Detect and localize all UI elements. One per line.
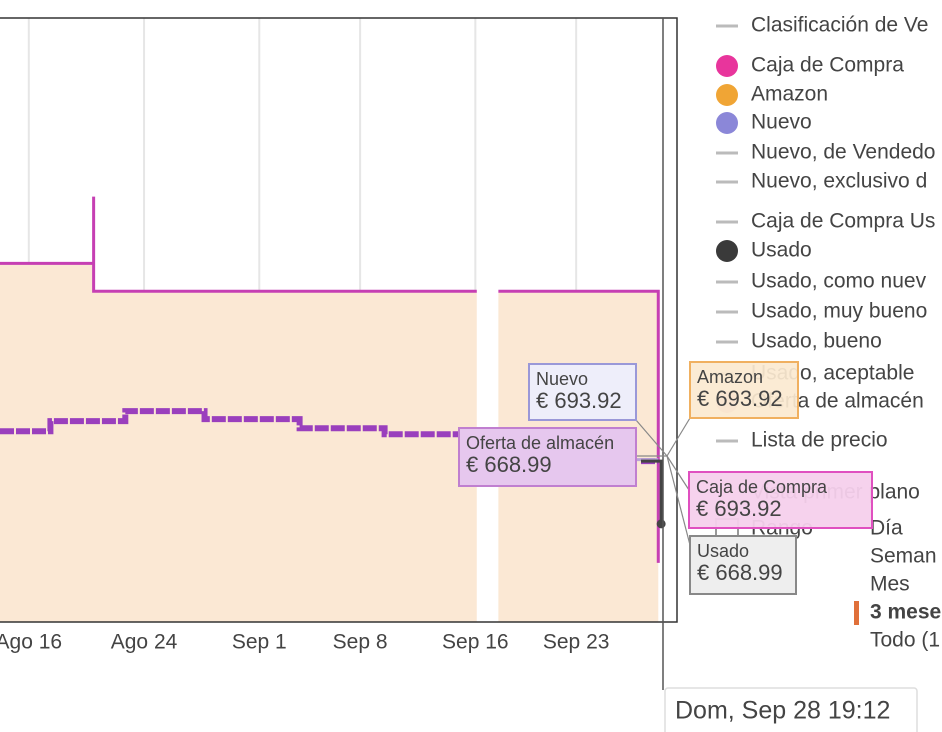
- x-tick-label: Sep 8: [333, 631, 388, 654]
- tooltip-pointer: [666, 455, 690, 491]
- legend-label: Usado, bueno: [751, 330, 882, 353]
- tooltip-label: Oferta de almacén: [466, 433, 614, 453]
- series-area: [0, 263, 659, 622]
- tooltip-pointer: [666, 417, 691, 457]
- plot-border: [0, 17, 678, 623]
- cursor-box: [664, 687, 918, 732]
- tooltip-value: € 668.99: [697, 560, 783, 585]
- legend-label: Nuevo, exclusivo d: [751, 170, 927, 193]
- tooltip-label: Caja de Compra: [696, 477, 828, 497]
- legend-label: Usado: [751, 239, 812, 262]
- legend-label: Nuevo: [751, 111, 812, 134]
- tooltip-box: [689, 535, 797, 595]
- legend-marker: [716, 240, 738, 262]
- range-option: Todo (1: [870, 629, 940, 652]
- tooltip-box: [458, 427, 637, 487]
- x-tick-label: Sep 1: [232, 631, 287, 654]
- legend-marker: [716, 84, 738, 106]
- tooltip-pointer: [666, 455, 691, 546]
- legend-label: Caja de Compra: [751, 54, 904, 77]
- range-option: Mes: [870, 573, 910, 596]
- range-option: Seman: [870, 545, 937, 568]
- tooltip-label: Amazon: [697, 367, 763, 387]
- x-tick-label: Sep 23: [543, 631, 610, 654]
- tooltip-box: [689, 361, 799, 419]
- tooltip-box: [528, 363, 637, 421]
- legend-marker: [716, 112, 738, 134]
- range-option: Día: [870, 517, 903, 540]
- cursor-label: Dom, Sep 28 19:12: [675, 697, 890, 725]
- tooltip-box: [688, 471, 873, 529]
- series-line: [0, 196, 660, 563]
- tooltip-value: € 693.92: [536, 388, 622, 413]
- legend-marker: [716, 55, 738, 77]
- legend-label: Nuevo, de Vendedo: [751, 141, 936, 164]
- x-tick-label: Ago 16: [0, 631, 62, 654]
- legend-label: Usado, como nuev: [751, 270, 927, 293]
- range-option: 3 mese: [870, 601, 941, 624]
- legend-label: Lista de precio: [751, 429, 888, 452]
- legend-label: Clasificación de Ve: [751, 14, 928, 37]
- legend-label: Usado, muy bueno: [751, 300, 927, 323]
- tooltip-value: € 693.92: [696, 496, 782, 521]
- tooltip-value: € 693.92: [697, 386, 783, 411]
- legend-label: Caja de Compra Us: [751, 210, 935, 233]
- x-tick-label: Sep 16: [442, 631, 509, 654]
- legend-label: Amazon: [751, 83, 828, 106]
- x-tick-label: Ago 24: [111, 631, 178, 654]
- range-selected-bar: [854, 601, 859, 625]
- series-line: [640, 459, 663, 524]
- tooltip-value: € 668.99: [466, 452, 552, 477]
- point-marker: [656, 519, 666, 529]
- tooltip-pointer: [635, 419, 668, 457]
- tooltip-label: Usado: [697, 541, 749, 561]
- tooltip-label: Nuevo: [536, 369, 588, 389]
